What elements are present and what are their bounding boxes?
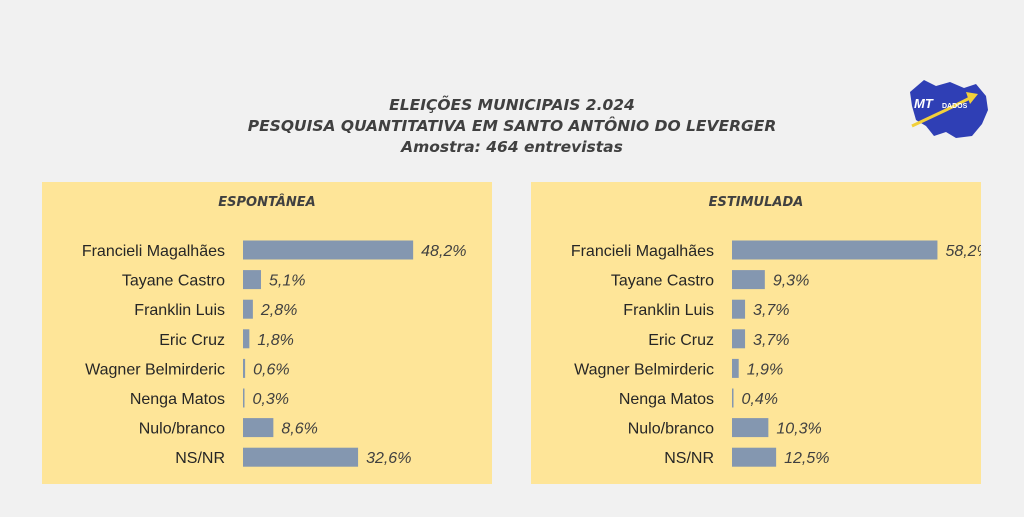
bar [243, 329, 250, 349]
bar [732, 240, 938, 260]
category-label: Franklin Luis [623, 302, 714, 319]
bar [732, 388, 734, 408]
bar [732, 299, 746, 319]
value-label: 48,2% [421, 243, 466, 260]
logo-text-dados: DADOS [942, 103, 968, 110]
bar [243, 358, 246, 378]
logo-arrow [911, 96, 971, 128]
bar [732, 447, 777, 467]
category-label: Francieli Magalhães [82, 243, 225, 260]
category-label: Wagner Belmirderic [574, 361, 714, 378]
value-label: 3,7% [753, 302, 789, 319]
value-label: 10,3% [776, 421, 821, 438]
logo-text-mt: MT [914, 96, 934, 111]
value-label: 58,2% [945, 243, 981, 260]
category-label: Nenga Matos [619, 391, 714, 408]
bar [732, 418, 769, 438]
category-label: Tayane Castro [122, 273, 225, 290]
value-label: 9,3% [773, 273, 809, 290]
category-label: NS/NR [664, 450, 714, 467]
value-label: 5,1% [269, 273, 305, 290]
bar [732, 358, 739, 378]
panel-title-estimulada: ESTIMULADA [708, 195, 804, 210]
value-label: 0,4% [742, 391, 778, 408]
logo-arrow-head [966, 92, 978, 104]
bar [243, 418, 274, 438]
value-label: 2,8% [260, 302, 297, 319]
category-label: Nenga Matos [130, 391, 225, 408]
page-header: ELEIÇÕES MUNICIPAIS 2.024 PESQUISA QUANT… [0, 95, 1024, 158]
bar [243, 270, 262, 290]
category-label: Wagner Belmirderic [85, 361, 225, 378]
category-label: Franklin Luis [134, 302, 225, 319]
value-label: 1,8% [257, 332, 293, 349]
category-label: Nulo/branco [139, 421, 225, 438]
category-label: Francieli Magalhães [571, 243, 714, 260]
header-line-1: ELEIÇÕES MUNICIPAIS 2.024 [389, 96, 635, 114]
category-label: Nulo/branco [628, 421, 714, 438]
category-label: Eric Cruz [648, 332, 714, 349]
panel-espontanea: ESPONTÂNEA Francieli Magalhães 48,2% Tayan… [42, 182, 492, 484]
category-label: NS/NR [175, 450, 225, 467]
bar [732, 329, 746, 349]
category-label: Tayane Castro [611, 273, 714, 290]
bar [243, 299, 253, 319]
mt-dados-logo: MT DADOS [910, 80, 988, 138]
value-label: 1,9% [747, 361, 783, 378]
header-line-3: Amostra: 464 entrevistas [401, 138, 623, 156]
value-label: 0,3% [253, 391, 289, 408]
bar [243, 388, 245, 408]
chart-espontanea: Francieli Magalhães 48,2% Tayane Castro 5,1… [82, 240, 467, 467]
category-label: Eric Cruz [159, 332, 225, 349]
bar [732, 270, 765, 290]
header-line-2: PESQUISA QUANTITATIVA EM SANTO ANTÔNIO D… [247, 117, 777, 135]
value-label: 3,7% [753, 332, 789, 349]
chart-estimulada: Francieli Magalhães 58,2% Tayane Castro 9,3… [571, 240, 981, 467]
panel-estimulada: ESTIMULADA Francieli Magalhães 58,2% Tayan… [531, 182, 981, 484]
value-label: 0,6% [253, 361, 289, 378]
value-label: 8,6% [281, 421, 317, 438]
value-label: 12,5% [784, 450, 829, 467]
bar [243, 447, 359, 467]
value-label: 32,6% [366, 450, 411, 467]
bar [243, 240, 414, 260]
panel-title-espontanea: ESPONTÂNEA [218, 195, 316, 210]
